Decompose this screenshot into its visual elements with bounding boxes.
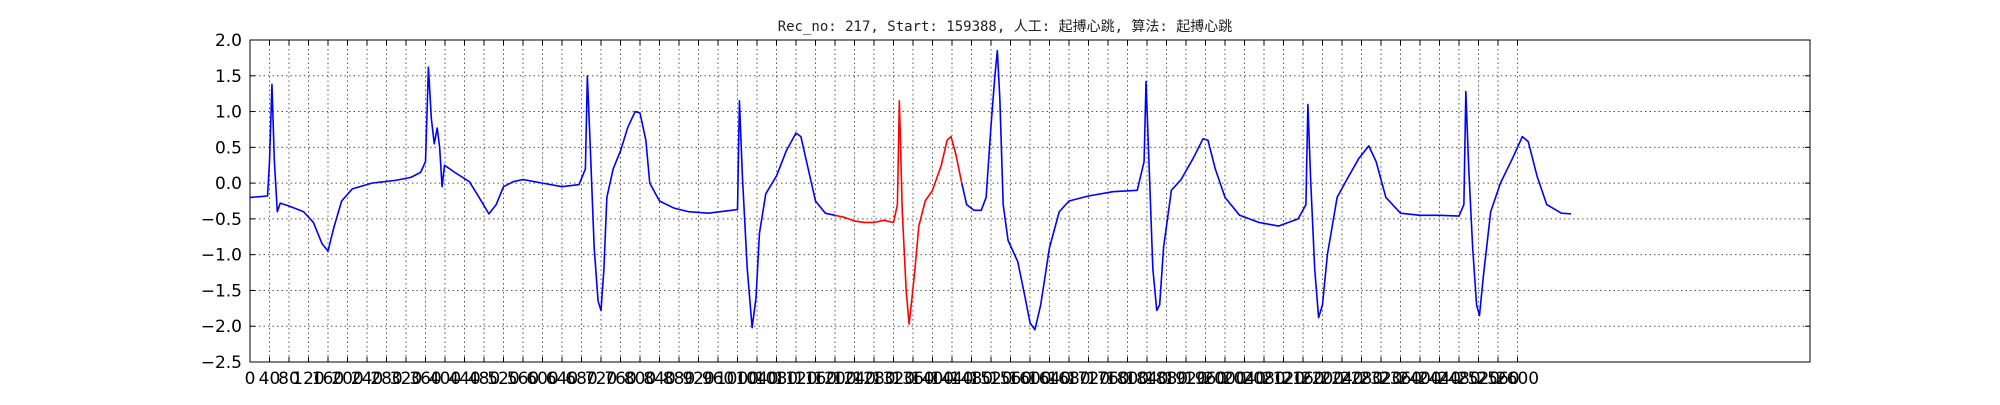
- y-tick-label: −0.5: [201, 210, 242, 230]
- x-tick-label: 400: [429, 369, 461, 389]
- x-tick-label: 1280: [852, 369, 895, 389]
- x-tick-label: 1440: [930, 369, 973, 389]
- x-tick-label: 2560: [1476, 369, 1519, 389]
- x-tick-label: 1840: [1125, 369, 1168, 389]
- x-tick-label: 1920: [1164, 369, 1207, 389]
- x-tick-label: 1960: [1184, 369, 1227, 389]
- x-tick-label: 2520: [1457, 369, 1500, 389]
- x-tick-label: 320: [390, 369, 422, 389]
- x-tick-label: 1160: [794, 369, 837, 389]
- x-tick-label: 1720: [1067, 369, 1110, 389]
- x-tick-label: 2320: [1359, 369, 1402, 389]
- x-tick-label: 40: [259, 369, 281, 389]
- x-tick-label: 2200: [1301, 369, 1344, 389]
- y-tick-label: −1.5: [201, 281, 242, 301]
- x-tick-label: 240: [351, 369, 383, 389]
- x-tick-label: 1600: [1008, 369, 1051, 389]
- x-tick-label: 1200: [813, 369, 856, 389]
- x-tick-label: 1040: [735, 369, 778, 389]
- x-tick-label: 640: [546, 369, 578, 389]
- y-tick-label: 1.0: [215, 103, 242, 123]
- x-tick-label: 2600: [1496, 369, 1539, 389]
- ecg-series-highlight: [834, 100, 963, 325]
- x-tick-label: 2160: [1281, 369, 1324, 389]
- x-tick-label: 280: [370, 369, 402, 389]
- x-tick-label: 1800: [1106, 369, 1149, 389]
- x-tick-label: 2120: [1262, 369, 1305, 389]
- y-tick-label: −2.0: [201, 317, 242, 337]
- x-tick-label: 2360: [1379, 369, 1422, 389]
- y-tick-label: 2.0: [215, 31, 242, 51]
- x-tick-label: 1120: [774, 369, 817, 389]
- x-tick-label: 160: [312, 369, 344, 389]
- x-tick-label: 80: [278, 369, 300, 389]
- x-tick-label: 720: [585, 369, 617, 389]
- x-tick-label: 1640: [1028, 369, 1071, 389]
- x-tick-label: 480: [468, 369, 500, 389]
- x-tick-label: 1240: [833, 369, 876, 389]
- x-tick-label: 1480: [950, 369, 993, 389]
- x-tick-label: 2280: [1340, 369, 1383, 389]
- y-tick-label: 1.5: [215, 67, 242, 87]
- x-tick-label: 2400: [1398, 369, 1441, 389]
- x-tick-label: 2000: [1203, 369, 1246, 389]
- x-tick-label: 760: [604, 369, 636, 389]
- x-tick-label: 960: [702, 369, 734, 389]
- x-tick-label: 800: [624, 369, 656, 389]
- x-tick-label: 1400: [911, 369, 954, 389]
- x-tick-label: 0: [245, 369, 256, 389]
- x-tick-label: 2080: [1242, 369, 1285, 389]
- x-tick-label: 880: [663, 369, 695, 389]
- x-tick-label: 2040: [1223, 369, 1266, 389]
- tick-layer: 2.01.51.00.50.0−0.5−1.0−1.5−2.0−2.50 4080…: [201, 31, 1810, 389]
- x-tick-label: 360: [409, 369, 441, 389]
- x-tick-label: 680: [565, 369, 597, 389]
- x-tick-label: 2480: [1437, 369, 1480, 389]
- x-tick-label: 1880: [1145, 369, 1188, 389]
- x-tick-label: 840: [643, 369, 675, 389]
- x-tick-label: 1560: [989, 369, 1032, 389]
- x-tick-label: 1680: [1047, 369, 1090, 389]
- x-tick-label: 920: [682, 369, 714, 389]
- ecg-series-before: [249, 66, 836, 329]
- y-tick-label: −2.5: [201, 353, 242, 373]
- x-tick-label: 560: [507, 369, 539, 389]
- x-tick-label: 600: [526, 369, 558, 389]
- series-layer: [249, 49, 1572, 331]
- y-tick-label: 0.0: [215, 174, 242, 194]
- ecg-series-after: [960, 49, 1572, 331]
- x-tick-label: 1000: [716, 369, 759, 389]
- x-tick-label: 2440: [1418, 369, 1461, 389]
- x-tick-label: 1360: [891, 369, 934, 389]
- x-tick-label: 1760: [1086, 369, 1129, 389]
- x-tick-label: 520: [487, 369, 519, 389]
- x-tick-label: 2240: [1320, 369, 1363, 389]
- x-tick-label: 1320: [872, 369, 915, 389]
- x-tick-label: 120: [292, 369, 324, 389]
- y-tick-label: 0.5: [215, 138, 242, 158]
- chart-title: Rec_no: 217, Start: 159388, 人工: 起搏心跳, 算法…: [778, 18, 1233, 35]
- x-tick-label: 1520: [969, 369, 1012, 389]
- plot-frame: [249, 39, 1811, 363]
- grid-layer: [249, 39, 1810, 363]
- y-tick-label: −1.0: [201, 246, 242, 266]
- x-tick-label: 200: [331, 369, 363, 389]
- x-tick-label: 440: [448, 369, 480, 389]
- x-tick-label: 1080: [755, 369, 798, 389]
